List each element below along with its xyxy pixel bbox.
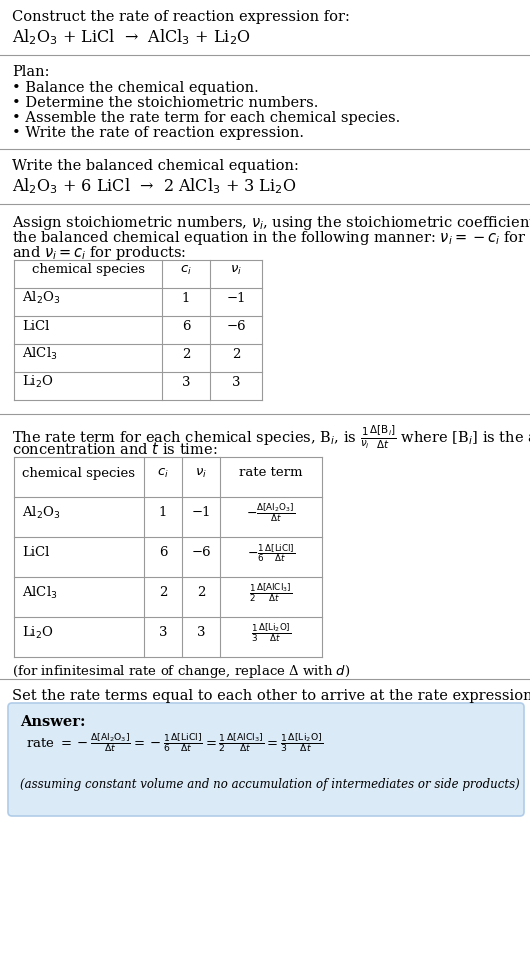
Text: • Write the rate of reaction expression.: • Write the rate of reaction expression.: [12, 126, 304, 140]
Text: (assuming constant volume and no accumulation of intermediates or side products): (assuming constant volume and no accumul…: [20, 778, 520, 791]
Text: Al$_2$O$_3$ + 6 LiCl  →  2 AlCl$_3$ + 3 Li$_2$O: Al$_2$O$_3$ + 6 LiCl → 2 AlCl$_3$ + 3 Li…: [12, 176, 296, 196]
Text: Li$_2$O: Li$_2$O: [22, 625, 54, 641]
Text: $c_i$: $c_i$: [157, 467, 169, 479]
Text: 2: 2: [232, 347, 240, 360]
Text: and $\nu_i = c_i$ for products:: and $\nu_i = c_i$ for products:: [12, 244, 187, 262]
Text: (for infinitesimal rate of change, replace Δ with $d$): (for infinitesimal rate of change, repla…: [12, 663, 350, 680]
Text: Assign stoichiometric numbers, $\nu_i$, using the stoichiometric coefficients, $: Assign stoichiometric numbers, $\nu_i$, …: [12, 214, 530, 232]
Text: $-\frac{\Delta[\mathrm{Al_2O_3}]}{\Delta t}$: $-\frac{\Delta[\mathrm{Al_2O_3}]}{\Delta…: [246, 502, 296, 524]
Text: 1: 1: [159, 507, 167, 519]
Text: Write the balanced chemical equation:: Write the balanced chemical equation:: [12, 159, 299, 173]
Text: the balanced chemical equation in the following manner: $\nu_i = -c_i$ for react: the balanced chemical equation in the fo…: [12, 229, 530, 247]
Text: 3: 3: [182, 376, 190, 388]
Text: 2: 2: [182, 347, 190, 360]
Text: −1: −1: [226, 292, 246, 305]
Text: AlCl$_3$: AlCl$_3$: [22, 585, 58, 601]
Text: Li$_2$O: Li$_2$O: [22, 374, 54, 390]
Text: −6: −6: [226, 319, 246, 333]
Text: $\nu_i$: $\nu_i$: [230, 264, 242, 276]
Text: 3: 3: [159, 627, 167, 639]
Text: $\nu_i$: $\nu_i$: [195, 467, 207, 479]
Text: 6: 6: [159, 547, 167, 559]
Text: Plan:: Plan:: [12, 65, 49, 79]
Text: Construct the rate of reaction expression for:: Construct the rate of reaction expressio…: [12, 10, 350, 24]
Text: The rate term for each chemical species, B$_i$, is $\frac{1}{\nu_i}\frac{\Delta[: The rate term for each chemical species,…: [12, 424, 530, 452]
Text: concentration and $t$ is time:: concentration and $t$ is time:: [12, 441, 217, 457]
Text: LiCl: LiCl: [22, 319, 49, 333]
Text: AlCl$_3$: AlCl$_3$: [22, 346, 58, 362]
Text: $-\frac{1}{6}\frac{\Delta[\mathrm{LiCl}]}{\Delta t}$: $-\frac{1}{6}\frac{\Delta[\mathrm{LiCl}]…: [247, 542, 295, 564]
Text: • Determine the stoichiometric numbers.: • Determine the stoichiometric numbers.: [12, 96, 319, 110]
Text: 3: 3: [232, 376, 240, 388]
Text: −6: −6: [191, 547, 211, 559]
FancyBboxPatch shape: [8, 703, 524, 816]
Text: 1: 1: [182, 292, 190, 305]
Text: 2: 2: [159, 587, 167, 599]
Text: Answer:: Answer:: [20, 715, 85, 729]
Text: Al$_2$O$_3$ + LiCl  →  AlCl$_3$ + Li$_2$O: Al$_2$O$_3$ + LiCl → AlCl$_3$ + Li$_2$O: [12, 27, 251, 47]
Text: $c_i$: $c_i$: [180, 264, 192, 276]
Text: 3: 3: [197, 627, 205, 639]
Text: Al$_2$O$_3$: Al$_2$O$_3$: [22, 505, 60, 521]
Text: rate term: rate term: [239, 467, 303, 479]
Text: rate $= -\frac{\Delta[\mathrm{Al_2O_3}]}{\Delta t} = -\frac{1}{6}\frac{\Delta[\m: rate $= -\frac{\Delta[\mathrm{Al_2O_3}]}…: [26, 732, 323, 754]
Text: • Balance the chemical equation.: • Balance the chemical equation.: [12, 81, 259, 95]
Text: 6: 6: [182, 319, 190, 333]
Text: Set the rate terms equal to each other to arrive at the rate expression:: Set the rate terms equal to each other t…: [12, 689, 530, 703]
Text: Al$_2$O$_3$: Al$_2$O$_3$: [22, 290, 60, 306]
Text: $\frac{1}{3}\frac{\Delta[\mathrm{Li_2O}]}{\Delta t}$: $\frac{1}{3}\frac{\Delta[\mathrm{Li_2O}]…: [251, 622, 291, 644]
Text: LiCl: LiCl: [22, 547, 49, 559]
Text: • Assemble the rate term for each chemical species.: • Assemble the rate term for each chemic…: [12, 111, 400, 125]
Text: chemical species: chemical species: [22, 467, 136, 479]
Text: $\frac{1}{2}\frac{\Delta[\mathrm{AlCl_3}]}{\Delta t}$: $\frac{1}{2}\frac{\Delta[\mathrm{AlCl_3}…: [250, 582, 293, 604]
Text: 2: 2: [197, 587, 205, 599]
Text: chemical species: chemical species: [31, 264, 145, 276]
Text: −1: −1: [191, 507, 211, 519]
